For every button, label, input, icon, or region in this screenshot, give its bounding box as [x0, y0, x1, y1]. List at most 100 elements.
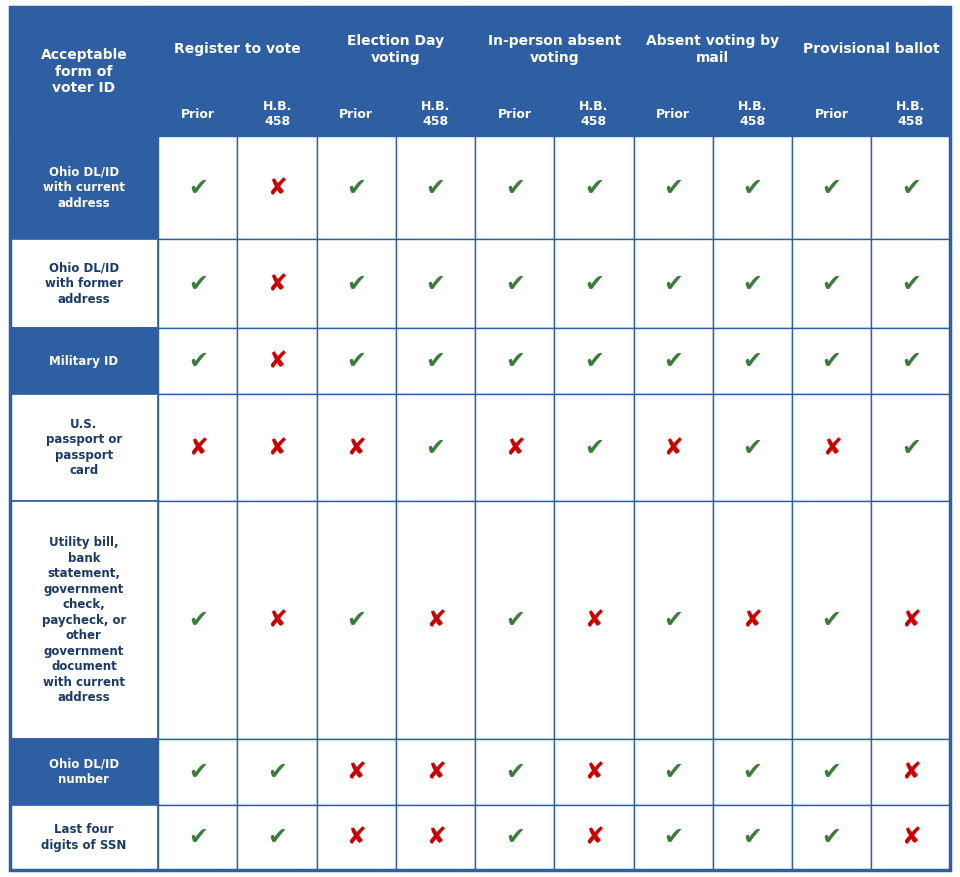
Text: ✔: ✔: [742, 760, 762, 784]
Bar: [792, 91, 871, 137]
Bar: [396, 502, 475, 739]
Bar: [792, 805, 871, 870]
Text: ✘: ✘: [900, 609, 921, 632]
Bar: [871, 137, 950, 239]
Bar: [317, 329, 396, 394]
Text: ✔: ✔: [347, 609, 366, 632]
Text: H.B.
458: H.B. 458: [579, 100, 609, 128]
Bar: [792, 7, 950, 91]
Bar: [634, 91, 712, 137]
Bar: [317, 137, 396, 239]
Text: ✘: ✘: [267, 175, 287, 200]
Text: ✘: ✘: [267, 436, 287, 460]
Text: ✔: ✔: [505, 349, 524, 373]
Bar: [871, 394, 950, 502]
Text: Military ID: Military ID: [49, 354, 118, 367]
Bar: [792, 394, 871, 502]
Bar: [475, 91, 554, 137]
Bar: [10, 739, 158, 805]
Bar: [554, 502, 634, 739]
Bar: [158, 805, 237, 870]
Text: ✔: ✔: [900, 272, 921, 296]
Text: ✘: ✘: [822, 436, 842, 460]
Bar: [237, 805, 317, 870]
Bar: [158, 91, 237, 137]
Bar: [10, 394, 158, 502]
Bar: [158, 394, 237, 502]
Bar: [10, 7, 158, 137]
Bar: [712, 739, 792, 805]
Bar: [712, 394, 792, 502]
Text: ✔: ✔: [505, 760, 524, 784]
Text: ✘: ✘: [900, 760, 921, 784]
Text: ✔: ✔: [742, 175, 762, 200]
Text: ✔: ✔: [663, 175, 683, 200]
Text: ✔: ✔: [822, 175, 842, 200]
Bar: [554, 91, 634, 137]
Text: ✔: ✔: [505, 825, 524, 849]
Text: ✔: ✔: [505, 609, 524, 632]
Text: ✔: ✔: [188, 825, 207, 849]
Text: ✔: ✔: [584, 349, 604, 373]
Text: Ohio DL/ID
with former
address: Ohio DL/ID with former address: [45, 262, 123, 306]
Text: ✔: ✔: [742, 272, 762, 296]
Text: ✔: ✔: [425, 272, 445, 296]
Text: ✔: ✔: [822, 272, 842, 296]
Bar: [396, 739, 475, 805]
Bar: [792, 739, 871, 805]
Text: ✔: ✔: [822, 760, 842, 784]
Bar: [712, 91, 792, 137]
Text: ✘: ✘: [425, 825, 445, 849]
Bar: [396, 239, 475, 329]
Bar: [554, 329, 634, 394]
Text: ✔: ✔: [347, 175, 366, 200]
Bar: [317, 502, 396, 739]
Text: ✔: ✔: [505, 175, 524, 200]
Bar: [317, 91, 396, 137]
Bar: [317, 7, 475, 91]
Bar: [871, 805, 950, 870]
Text: H.B.
458: H.B. 458: [262, 100, 292, 128]
Text: Register to vote: Register to vote: [174, 42, 300, 56]
Text: ✔: ✔: [584, 436, 604, 460]
Text: ✘: ✘: [663, 436, 683, 460]
Bar: [634, 137, 712, 239]
Bar: [475, 502, 554, 739]
Text: Election Day
voting: Election Day voting: [348, 34, 444, 65]
Text: ✔: ✔: [822, 609, 842, 632]
Bar: [237, 239, 317, 329]
Bar: [475, 739, 554, 805]
Bar: [237, 137, 317, 239]
Text: Last four
digits of SSN: Last four digits of SSN: [41, 824, 127, 852]
Text: ✔: ✔: [584, 175, 604, 200]
Bar: [10, 502, 158, 739]
Bar: [475, 805, 554, 870]
Text: ✘: ✘: [267, 609, 287, 632]
Bar: [396, 394, 475, 502]
Bar: [871, 739, 950, 805]
Bar: [396, 805, 475, 870]
Text: ✔: ✔: [584, 272, 604, 296]
Text: ✔: ✔: [188, 760, 207, 784]
Bar: [475, 329, 554, 394]
Text: ✔: ✔: [663, 760, 683, 784]
Bar: [396, 329, 475, 394]
Text: Prior: Prior: [656, 108, 690, 120]
Text: ✔: ✔: [822, 825, 842, 849]
Bar: [396, 137, 475, 239]
Text: ✔: ✔: [742, 436, 762, 460]
Text: ✔: ✔: [822, 349, 842, 373]
Text: ✔: ✔: [267, 760, 287, 784]
Bar: [158, 739, 237, 805]
Bar: [712, 329, 792, 394]
Text: ✔: ✔: [267, 825, 287, 849]
Text: Acceptable
form of
voter ID: Acceptable form of voter ID: [40, 48, 128, 96]
Text: ✘: ✘: [425, 760, 445, 784]
Text: ✔: ✔: [188, 272, 207, 296]
Bar: [317, 394, 396, 502]
Text: ✘: ✘: [584, 609, 604, 632]
Bar: [237, 394, 317, 502]
Text: H.B.
458: H.B. 458: [896, 100, 925, 128]
Bar: [634, 239, 712, 329]
Bar: [158, 239, 237, 329]
